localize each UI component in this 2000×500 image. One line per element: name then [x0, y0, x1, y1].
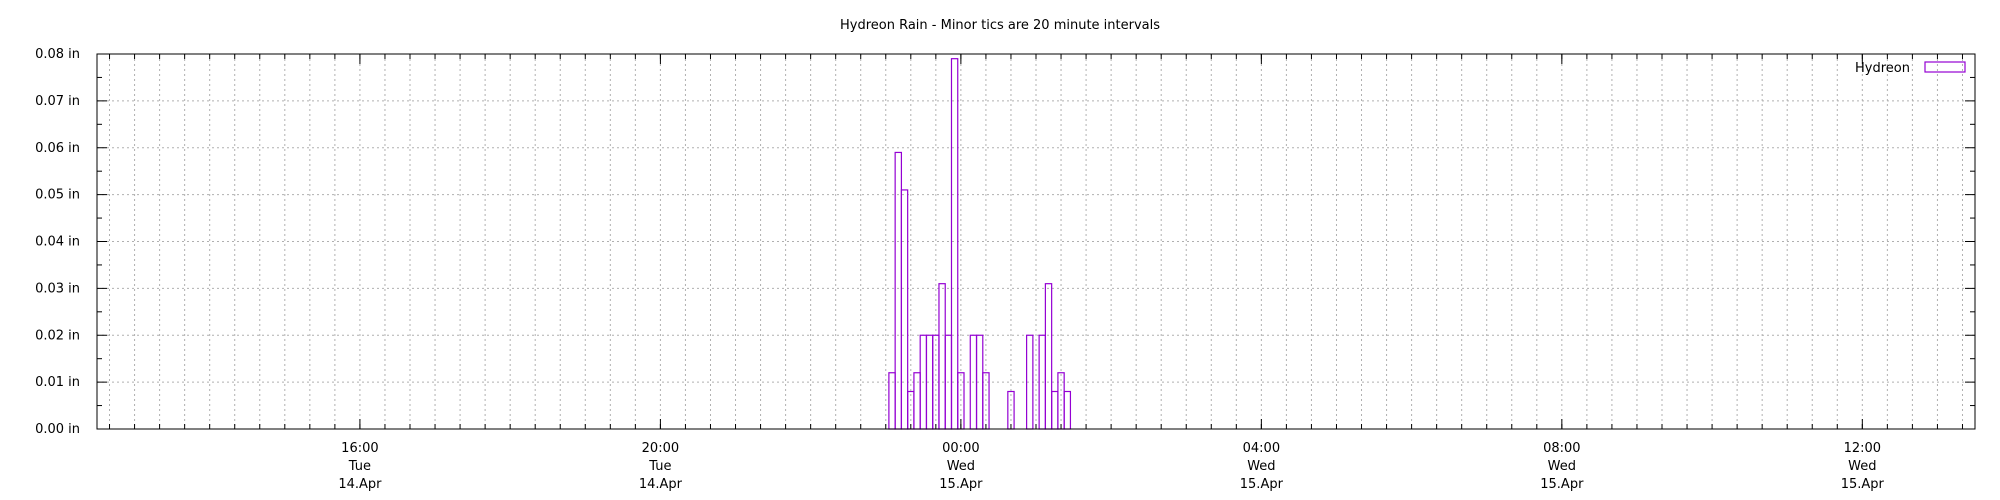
x-tick-label: 14.Apr — [338, 477, 382, 492]
legend-swatch — [1924, 61, 1966, 73]
y-tick-label: 0.06 in — [35, 141, 80, 156]
x-tick-label: 16:00 — [341, 441, 378, 456]
axis-ticks — [97, 53, 1975, 430]
y-tick-label: 0.04 in — [35, 235, 80, 250]
x-tick-label: Tue — [348, 459, 371, 474]
x-tick-label: 04:00 — [1243, 441, 1280, 456]
y-tick-label: 0.03 in — [35, 281, 80, 296]
y-tick-label: 0.07 in — [35, 94, 80, 109]
x-tick-label: 15.Apr — [1540, 477, 1584, 492]
x-tick-label: Wed — [1848, 459, 1876, 474]
y-tick-label: 0.02 in — [35, 328, 80, 343]
x-tick-label: 15.Apr — [939, 477, 983, 492]
x-tick-label: 12:00 — [1844, 441, 1881, 456]
x-tick-label: Wed — [1548, 459, 1576, 474]
x-tick-label: Tue — [648, 459, 671, 474]
x-tick-label: Wed — [947, 459, 975, 474]
x-tick-label: 14.Apr — [639, 477, 683, 492]
y-tick-label: 0.05 in — [35, 188, 80, 203]
x-tick-label: 20:00 — [642, 441, 679, 456]
x-tick-label: 15.Apr — [1240, 477, 1284, 492]
y-tick-label: 0.08 in — [35, 47, 80, 62]
y-tick-label: 0.00 in — [35, 422, 80, 437]
chart-title: Hydreon Rain - Minor tics are 20 minute … — [840, 18, 1160, 33]
x-tick-label: 15.Apr — [1841, 477, 1885, 492]
legend-label: Hydreon — [1855, 61, 1910, 76]
legend: Hydreon — [1855, 61, 1966, 76]
x-tick-labels: 16:00 Tue 14.Apr 20:00 Tue 14.Apr 00:00 Wed 15.A… — [338, 441, 1884, 492]
x-tick-label: 00:00 — [942, 441, 979, 456]
bar-series — [888, 58, 1072, 430]
x-tick-label: 08:00 — [1543, 441, 1580, 456]
x-tick-label: Wed — [1247, 459, 1275, 474]
grid — [97, 54, 1975, 429]
y-tick-label: 0.01 in — [35, 375, 80, 390]
y-tick-labels: 0.00 in 0.01 in 0.02 in 0.03 in 0.04 in 0.05 … — [35, 47, 80, 437]
